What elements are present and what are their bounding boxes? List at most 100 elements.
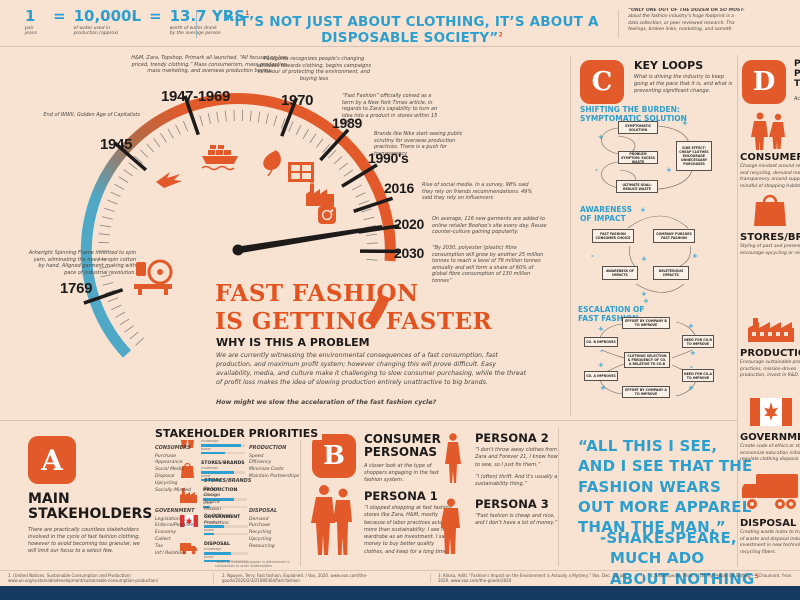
- loop2-heading: AWARENESS OF IMPACT: [580, 205, 632, 223]
- question-line: How might we slow the acceleration of th…: [216, 399, 437, 406]
- power-bar: [201, 451, 245, 454]
- section-c-badge: C: [580, 60, 624, 104]
- stores-bag-icon: [754, 194, 786, 226]
- loop3-box-a-improves: CO. A IMPROVES: [584, 371, 618, 381]
- year-1989: 1989: [332, 115, 362, 131]
- gauge-needle: [232, 225, 382, 256]
- d-production-heading: PRODUCTION: [740, 348, 800, 359]
- footnote-sup: 5: [754, 572, 759, 580]
- stakeholder-label: STORES/BRANDS: [201, 461, 245, 466]
- section-d-heading: POSSIBLE PRESSURE POINTS TO TRANSFORM: [794, 59, 800, 89]
- production-factory-icon: [748, 318, 794, 342]
- stat-water-label: of water used in production (approx): [73, 26, 119, 36]
- bar-caption: power: [201, 473, 211, 478]
- citation-4: 4. Shakespeare. Print. / “Let My People …: [650, 573, 793, 578]
- side-note-intro: “ONLY ONE OUT OF THE DOZEN OR SO MOST-: [628, 8, 745, 13]
- persona2-heading: PERSONA 2: [475, 431, 549, 445]
- citation-1: 1. (United Nations. Sustainable Consumpt…: [8, 573, 159, 584]
- bird-icon: [156, 172, 182, 188]
- minus-sign: -: [690, 363, 693, 371]
- persona2-silhouette: [445, 433, 461, 483]
- divider-ab: [300, 428, 301, 566]
- footer-bar: [0, 586, 800, 600]
- plus-sign: +: [598, 133, 604, 141]
- persona1-quote: “I stopped shopping at fast fashion stor…: [364, 505, 452, 555]
- disposal-truck-icon: [742, 474, 798, 509]
- why-heading: WHY IS THIS A PROBLEM: [216, 336, 370, 349]
- note-1945: End of WWII, Golden Age of Capitalists: [43, 112, 140, 118]
- d-disposal-text: Creating waste index to track flowof was…: [740, 530, 800, 555]
- note-1990s: Brands like Nike start seeing public scr…: [374, 131, 463, 157]
- power-bar: [203, 505, 247, 508]
- plus-sign: +: [692, 252, 698, 260]
- stakeholder-list: CONSUMERS knowledge power STORES/BRANDS …: [180, 434, 292, 562]
- loop2-box-impacts: DELETERIOUS IMPACTS: [653, 266, 689, 280]
- knowledge-bar: [201, 471, 245, 474]
- year-2016: 2016: [384, 180, 414, 196]
- d-production-text: Encourage sustainable prod. practices, mi…: [740, 360, 800, 379]
- header-divider-2: [618, 10, 619, 38]
- loop2-box-company: COMPANY PURSUES FAST FASHION: [653, 229, 695, 243]
- knowledge-bar: [204, 525, 248, 528]
- stat-jeans-value: 1: [25, 7, 36, 25]
- d-consumer-heading: CONSUMER: [740, 152, 800, 163]
- stakeholder-label: DISPOSAL: [204, 542, 230, 547]
- plus-sign: +: [598, 361, 604, 369]
- stat-years-value: 13.7 YRS1: [169, 7, 250, 25]
- persona2-quote-b: “I (often) thrift. And it's usually a su…: [475, 474, 558, 488]
- loop1-box-symptomatic: SYMPTOMATIC SOLUTION: [618, 121, 658, 134]
- priorities-production: PRODUCTION Speed Efficiency Minimize Costs…: [249, 445, 300, 480]
- why-paragraph: We are currently witnessing the environm…: [216, 352, 527, 387]
- side-note-lines: about the fashion industry's huge footpr…: [628, 14, 735, 33]
- bottom-rule: [0, 420, 737, 421]
- loop3-heading: ESCALATION OF FAST FASHION: [578, 305, 645, 323]
- equals-sign: =: [149, 7, 162, 25]
- stakeholder-row-production: PRODUCTION knowledge power: [180, 488, 292, 508]
- loop3-box-selection: CLOTHING SELECTION & FREQUENCY OF CO. A …: [624, 352, 670, 368]
- knowledge-bar: [203, 498, 247, 501]
- loop3-box-effort-a: EFFORT BY COMPANY A TO IMPROVE: [622, 386, 670, 398]
- bar-caption: knowledge: [203, 493, 221, 497]
- header-stats: 1 pair jeans = 10,000L of water used in …: [25, 7, 250, 37]
- loop3-box-need-b: NEED FOR CO.B TO IMPROVE: [682, 335, 714, 348]
- minus-sign: -: [591, 252, 594, 260]
- divider-d: [737, 55, 738, 567]
- section-b-desc: A closer look at the type of shoppers en…: [364, 463, 439, 483]
- stat-years: 13.7 YRS1 worth of water drank by the av…: [169, 7, 250, 37]
- social-media-icon: [318, 206, 336, 224]
- persona2-quote-a: “I don't throw away clothes from Zara an…: [475, 447, 558, 468]
- bar-caption: knowledge: [201, 439, 219, 443]
- priorities-heading: STAKEHOLDER PRIORITIES: [155, 427, 323, 441]
- year-1769: 1769: [60, 280, 93, 297]
- year-1945: 1945: [100, 136, 133, 153]
- note-1970: Patagonia recognizes people's changing a…: [256, 56, 372, 82]
- priorities-consumers: CONSUMERS Purchase Appearance Social Media…: [155, 445, 191, 493]
- stakeholder-label: PRODUCTION: [203, 488, 238, 493]
- citation-divider: [213, 573, 214, 583]
- plus-sign: +: [600, 384, 606, 392]
- d-stores-text: Styling of past and present, encourage up…: [740, 244, 800, 256]
- stakeholder-row-government: GOVERNMENT knowledge power: [180, 515, 292, 535]
- header-quote: “IT’S NOT JUST ABOUT CLOTHING, IT’S ABOU…: [225, 14, 599, 46]
- gauge-tick-marks: [98, 110, 378, 346]
- citation-divider: [642, 573, 643, 583]
- stakeholder-row-stores: STORES/BRANDS knowledge power: [180, 461, 292, 481]
- citation-divider: [430, 573, 431, 583]
- knowledge-bar: [204, 552, 248, 555]
- title-line-2: IS GETTING FASTER: [215, 307, 493, 335]
- section-d-badge: D: [742, 60, 786, 104]
- shakespeare-quote: “ALL THIS I SEE, AND I SEE THAT THE FASH…: [578, 437, 753, 536]
- bar-caption: power: [204, 527, 214, 532]
- citation-3: 3. Klinka, Aditi. “Fashion's Impact on t…: [438, 573, 628, 584]
- persona3-silhouette: [441, 498, 460, 554]
- header-side-note: “ONLY ONE OUT OF THE DOZEN OR SO MOST- a…: [628, 8, 800, 34]
- section-c-heading: KEY LOOPS: [634, 59, 704, 72]
- power-bar: [204, 559, 248, 562]
- plus-sign: +: [688, 384, 694, 392]
- minus-sign: -: [600, 347, 603, 355]
- government-flag-icon: [750, 398, 792, 426]
- stat-jeans-label: pair jeans: [25, 26, 37, 36]
- poster-title: FAST FASHION IS GETTING FASTER: [215, 280, 492, 335]
- bar-caption: power: [201, 446, 211, 451]
- note-1947-1969: H&M, Zara, Topshop, Primark all launched…: [131, 55, 289, 74]
